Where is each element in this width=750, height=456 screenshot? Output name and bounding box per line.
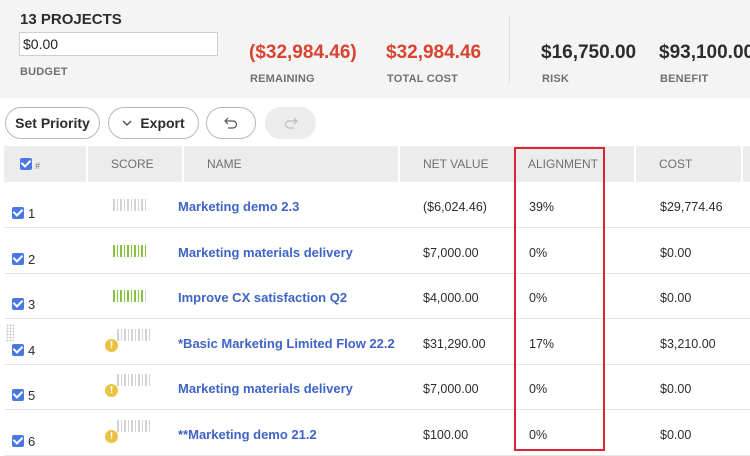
- cost-cell: $0.00: [660, 245, 692, 260]
- net-value-cell: ($6,024.46): [423, 200, 487, 214]
- total-cost-label: TOTAL COST: [387, 73, 459, 85]
- alignment-column-header[interactable]: ALIGNMENT: [528, 157, 599, 171]
- project-name-link[interactable]: *Basic Marketing Limited Flow 22.2: [178, 335, 395, 351]
- budget-label: BUDGET: [20, 66, 68, 78]
- summary-divider: [509, 16, 510, 84]
- redo-button[interactable]: [265, 107, 316, 139]
- alignment-cell: 0%: [529, 245, 548, 260]
- row-checkbox[interactable]: [12, 252, 24, 265]
- alignment-cell: 0%: [529, 427, 548, 442]
- column-divider[interactable]: [741, 146, 743, 182]
- warning-icon: !: [105, 384, 118, 397]
- set-priority-button[interactable]: Set Priority: [5, 107, 100, 139]
- score-meter: [117, 328, 150, 341]
- cost-cell: $0.00: [660, 427, 692, 442]
- score-meter: [113, 199, 146, 211]
- row-checkbox[interactable]: [12, 389, 24, 401]
- number-column-header: #: [35, 161, 41, 171]
- alignment-cell: 0%: [529, 382, 548, 396]
- table-header: # SCORE NAME NET VALUE ALIGNMENT COST: [4, 146, 750, 182]
- undo-button[interactable]: [206, 107, 256, 139]
- table-row[interactable]: 3 Improve CX satisfaction Q2 $4,000.00 0% $0…: [4, 274, 750, 319]
- column-divider[interactable]: [398, 146, 400, 182]
- row-checkbox[interactable]: [12, 434, 24, 447]
- benefit-label: BENEFIT: [660, 73, 709, 85]
- score-column-header[interactable]: SCORE: [111, 157, 154, 171]
- row-checkbox[interactable]: [12, 207, 24, 219]
- score-meter: [117, 419, 150, 432]
- table-row[interactable]: 1 Marketing demo 2.3 ($6,024.46) 39% $29,774…: [4, 183, 750, 228]
- row-number: 6: [28, 433, 36, 449]
- cost-cell: $0.00: [660, 291, 692, 305]
- project-name-link[interactable]: Improve CX satisfaction Q2: [178, 290, 348, 305]
- row-checkbox[interactable]: [12, 343, 24, 356]
- column-divider[interactable]: [182, 146, 184, 182]
- warning-icon: !: [105, 429, 118, 443]
- score-meter: [117, 374, 150, 386]
- alignment-cell: 17%: [529, 336, 555, 351]
- risk-value: $16,750.00: [541, 42, 637, 63]
- row-number: 3: [28, 297, 36, 312]
- column-divider[interactable]: [514, 146, 516, 182]
- redo-icon: [284, 117, 298, 129]
- net-value-column-header[interactable]: NET VALUE: [423, 157, 489, 171]
- budget-input[interactable]: [19, 32, 218, 56]
- row-checkbox[interactable]: [12, 298, 24, 310]
- chevron-down-icon: [122, 120, 132, 126]
- export-button[interactable]: Export: [108, 107, 199, 139]
- benefit-value: $93,100.00: [659, 42, 750, 63]
- project-name-link[interactable]: Marketing materials delivery: [178, 244, 353, 260]
- alignment-cell: 39%: [529, 200, 555, 214]
- table-row[interactable]: 4! *Basic Marketing Limited Flow 22.2 $31,…: [4, 320, 750, 365]
- row-number: 4: [28, 342, 36, 358]
- alignment-cell: 0%: [529, 291, 548, 305]
- cost-cell: $3,210.00: [660, 336, 716, 351]
- column-divider[interactable]: [86, 146, 88, 182]
- summary-bar: 13 PROJECTS BUDGET ($32,984.46) REMAININ…: [0, 0, 750, 98]
- row-number: 5: [28, 388, 36, 403]
- table-row[interactable]: 2 Marketing materials delivery $7,000.00 0%…: [4, 229, 750, 274]
- total-cost-value: $32,984.46: [386, 42, 482, 63]
- drag-handle-icon[interactable]: [6, 323, 14, 342]
- net-value-cell: $100.00: [423, 427, 469, 442]
- project-name-link[interactable]: Marketing demo 2.3: [178, 199, 300, 214]
- name-column-header[interactable]: NAME: [207, 157, 242, 171]
- set-priority-label: Set Priority: [15, 115, 90, 131]
- net-value-cell: $7,000.00: [423, 245, 479, 260]
- remaining-label: REMAINING: [250, 73, 315, 85]
- export-label: Export: [140, 115, 185, 131]
- net-value-cell: $7,000.00: [423, 382, 479, 396]
- table-row[interactable]: 5! Marketing materials delivery $7,000.00 0…: [4, 365, 750, 410]
- row-number: 2: [28, 251, 36, 267]
- table-row[interactable]: 6! **Marketing demo 21.2 $100.00 0% $0.00: [4, 411, 750, 456]
- project-name-link[interactable]: Marketing materials delivery: [178, 381, 353, 396]
- row-number: 1: [28, 206, 36, 221]
- select-all-checkbox[interactable]: [20, 158, 32, 170]
- undo-icon: [224, 117, 238, 129]
- project-name-link[interactable]: **Marketing demo 21.2: [178, 426, 317, 442]
- score-meter: [113, 244, 146, 257]
- projects-count-title: 13 PROJECTS: [20, 11, 122, 28]
- score-meter: [113, 290, 146, 302]
- risk-label: RISK: [542, 73, 570, 85]
- cost-cell: $29,774.46: [660, 200, 723, 214]
- column-divider[interactable]: [634, 146, 636, 182]
- select-all-header[interactable]: #: [20, 146, 40, 182]
- net-value-cell: $31,290.00: [423, 336, 486, 351]
- cost-column-header[interactable]: COST: [659, 157, 693, 171]
- warning-icon: !: [105, 338, 118, 352]
- remaining-value: ($32,984.46): [249, 42, 357, 63]
- cost-cell: $0.00: [660, 382, 692, 396]
- net-value-cell: $4,000.00: [423, 291, 479, 305]
- toolbar: Set Priority Export: [0, 106, 750, 140]
